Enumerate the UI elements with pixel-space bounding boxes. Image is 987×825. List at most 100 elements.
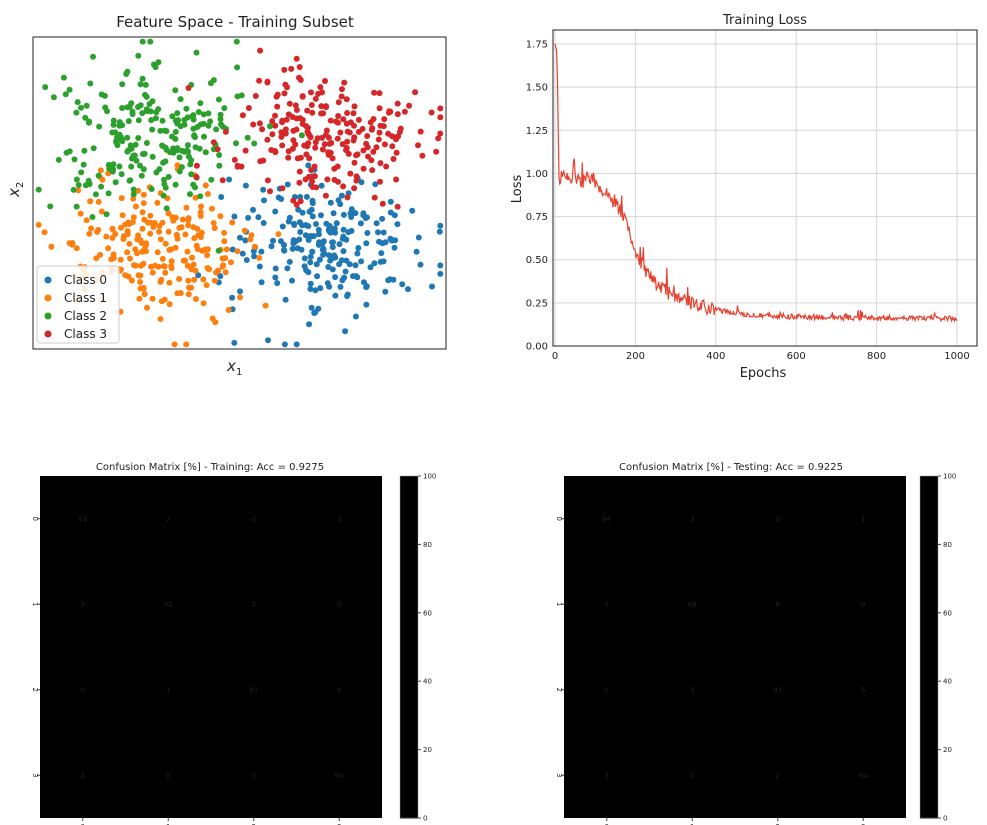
scatter-point-class-3 — [377, 178, 383, 185]
cm-training-cell — [211, 647, 297, 733]
scatter-point-class-3 — [272, 149, 279, 156]
scatter-point-class-0 — [316, 256, 323, 263]
scatter-point-class-1 — [223, 246, 230, 253]
cm-training-colorbar-frame — [399, 475, 419, 819]
scatter-point-class-3 — [373, 144, 380, 151]
cm-testing-colorbar-segment — [920, 498, 938, 506]
scatter-point-class-3 — [193, 174, 200, 180]
scatter-point-class-2 — [78, 169, 85, 176]
cm-training-colorbar-segment — [400, 778, 418, 785]
scatter-point-class-0 — [394, 221, 401, 228]
scatter-point-class-0 — [360, 210, 367, 217]
scatter-point-class-0 — [344, 293, 351, 299]
scatter-point-class-2 — [92, 191, 99, 198]
scatter-point-class-0 — [337, 283, 344, 290]
scatter-point-class-0 — [239, 250, 246, 257]
scatter-point-class-0 — [342, 328, 349, 335]
scatter-point-class-3 — [415, 142, 421, 149]
scatter-point-class-3 — [364, 133, 371, 139]
cm-testing-cell — [735, 561, 821, 647]
scatter-point-class-3 — [392, 134, 399, 141]
scatter-point-class-3 — [293, 107, 300, 113]
scatter-point-class-2 — [117, 134, 124, 141]
cm-training-colorbar-segment — [400, 550, 418, 557]
scatter-point-class-0 — [195, 272, 202, 279]
scatter-point-class-1 — [144, 304, 150, 311]
cm-training-colorbar: 100 80 60 40 20 0 — [399, 473, 436, 823]
scatter-point-class-3 — [260, 157, 267, 164]
cm-testing-colorbar-segment — [920, 555, 938, 563]
cm-testing-cell — [649, 647, 735, 733]
scatter-point-class-3 — [324, 176, 331, 183]
cm-testing-colorbar-segment — [920, 675, 938, 682]
scatter-point-class-1 — [219, 263, 226, 270]
scatter-point-class-2 — [153, 109, 160, 116]
scatter-point-class-3 — [379, 200, 386, 207]
legend-label-class-3: Class 3 — [64, 327, 107, 341]
cm-training-cell-value: 6 — [337, 686, 342, 694]
scatter-point-class-1 — [132, 203, 139, 210]
scatter-point-class-3 — [256, 120, 263, 127]
scatter-point-class-3 — [323, 131, 329, 138]
scatter-point-class-1 — [221, 238, 228, 245]
loss-plot-frame — [552, 29, 978, 347]
cm-testing-colorbar-segment — [920, 732, 938, 739]
scatter-point-class-1 — [98, 208, 105, 215]
cm-training-colorbar-segment — [400, 681, 418, 688]
scatter-point-class-0 — [258, 248, 265, 255]
scatter-point-class-3 — [219, 177, 226, 184]
scatter-point-class-0 — [364, 230, 371, 236]
scatter-point-class-0 — [373, 220, 380, 227]
cm-testing-colorbar-segment — [920, 584, 938, 591]
scatter-point-class-2 — [73, 203, 80, 210]
scatter-point-class-0 — [281, 341, 288, 348]
scatter-point-class-0 — [338, 257, 345, 264]
scatter-point-class-1 — [197, 234, 204, 241]
cm-training-colorbar-segment — [400, 476, 418, 483]
scatter-point-class-3 — [311, 163, 318, 170]
scatter-point-class-2 — [66, 86, 73, 93]
scatter-point-class-3 — [370, 148, 377, 155]
scatter-point-class-2 — [110, 161, 117, 168]
scatter-point-class-2 — [172, 87, 179, 94]
scatter-point-class-2 — [139, 110, 146, 117]
cm-training-cell-value: 2 — [166, 515, 170, 523]
loss-x-tick-label: 1000 — [944, 351, 969, 362]
scatter-point-class-1 — [176, 224, 183, 231]
scatter-point-class-0 — [340, 211, 347, 218]
scatter-point-class-1 — [234, 248, 241, 255]
scatter-legend: Class 0 Class 1 Class 2 Class 3 — [36, 265, 120, 344]
scatter-point-class-3 — [297, 198, 304, 205]
scatter-point-class-0 — [306, 208, 313, 215]
cm-training-colorbar-segment — [400, 709, 418, 716]
scatter-point-class-0 — [307, 280, 314, 287]
scatter-point-class-2 — [197, 100, 204, 107]
scatter-point-class-1 — [130, 195, 137, 202]
cm-training-colorbar-segment — [400, 493, 418, 500]
cm-training-colorbar-segment — [400, 515, 418, 523]
scatter-point-class-0 — [279, 223, 286, 230]
scatter-point-class-3 — [311, 173, 318, 180]
scatter-point-class-3 — [279, 185, 286, 192]
scatter-point-class-2 — [177, 96, 184, 103]
scatter-point-class-0 — [340, 233, 347, 240]
cm-training-colorbar-segment — [400, 487, 418, 494]
scatter-point-class-0 — [278, 238, 284, 245]
cm-training-colorbar-segment — [400, 795, 418, 802]
scatter-point-class-0 — [390, 276, 397, 283]
scatter-point-class-2 — [159, 142, 166, 149]
cm-testing-colorbar-segment — [920, 692, 938, 699]
scatter-point-class-3 — [318, 103, 325, 110]
scatter-point-class-0 — [417, 261, 424, 268]
scatter-point-class-1 — [193, 242, 200, 249]
scatter-point-class-3 — [274, 103, 281, 110]
scatter-point-class-0 — [348, 206, 355, 213]
scatter-point-class-3 — [306, 155, 313, 162]
scatter-point-class-3 — [340, 183, 347, 190]
scatter-point-class-1 — [157, 236, 164, 243]
cm-training-colorbar-segment — [400, 675, 418, 682]
cm-testing-colorbar-segment — [920, 664, 938, 671]
cm-training-colorbar-segment — [400, 612, 418, 620]
cm-testing-colorbar-label: 100 — [943, 473, 956, 481]
scatter-point-class-0 — [307, 259, 314, 266]
